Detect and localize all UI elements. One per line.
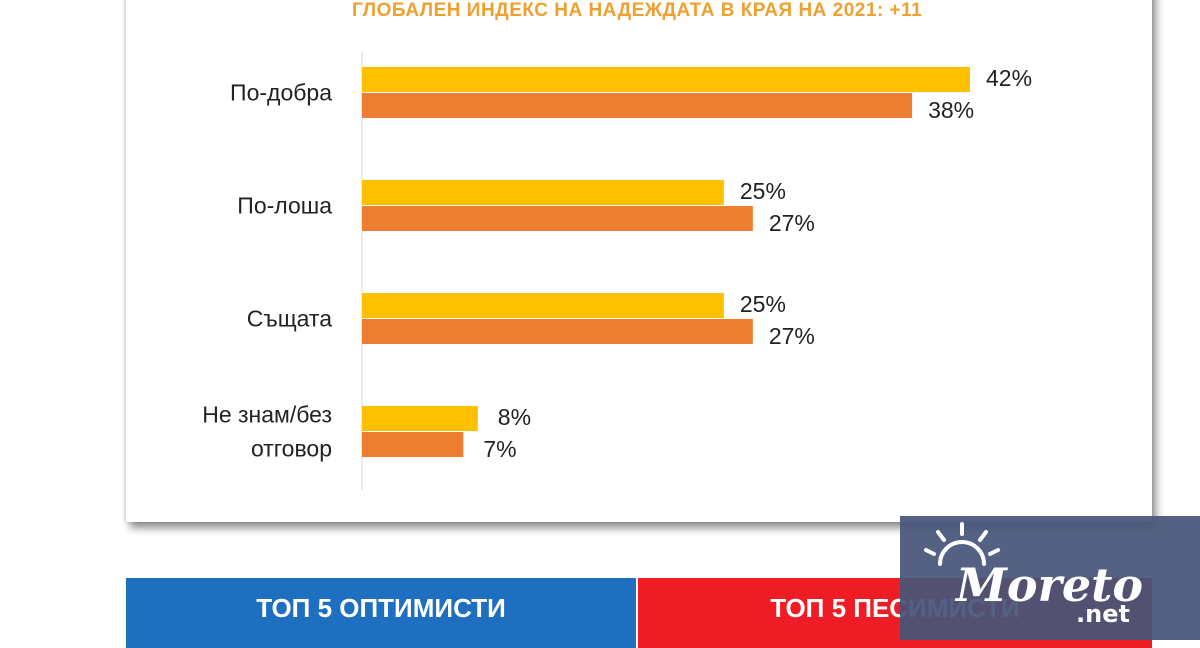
logo-text: Moreto — [956, 558, 1144, 612]
optimists-panel: ТОП 5 ОПТИМИСТИ — [126, 578, 636, 648]
bar — [362, 406, 478, 431]
sun-icon — [924, 522, 1000, 566]
bar — [362, 432, 464, 457]
bar — [362, 67, 970, 92]
bar — [362, 93, 913, 118]
data-label: 38% — [928, 97, 974, 123]
category-label: По-лоша — [237, 193, 332, 219]
logo-suffix: .net — [1076, 600, 1130, 628]
data-label: 42% — [986, 65, 1032, 91]
data-label: 25% — [740, 178, 786, 204]
optimists-title: ТОП 5 ОПТИМИСТИ — [256, 593, 506, 623]
bar — [362, 293, 724, 318]
data-label: 8% — [498, 404, 531, 430]
data-label: 27% — [769, 210, 815, 236]
bar — [362, 180, 724, 205]
category-label: Същата — [247, 306, 332, 332]
data-label: 27% — [769, 323, 815, 349]
bar — [362, 206, 753, 231]
category-label: По-добра — [230, 80, 332, 106]
bar — [362, 319, 753, 344]
data-label: 25% — [740, 291, 786, 317]
data-label: 7% — [483, 436, 516, 462]
chart-title: ГЛОБАЛЕН ИНДЕКС НА НАДЕЖДАТА В КРАЯ НА 2… — [352, 0, 923, 21]
moreto-logo: Moreto .net — [900, 516, 1200, 640]
category-label: отговор — [251, 436, 332, 462]
category-label: Не знам/без — [202, 402, 332, 428]
